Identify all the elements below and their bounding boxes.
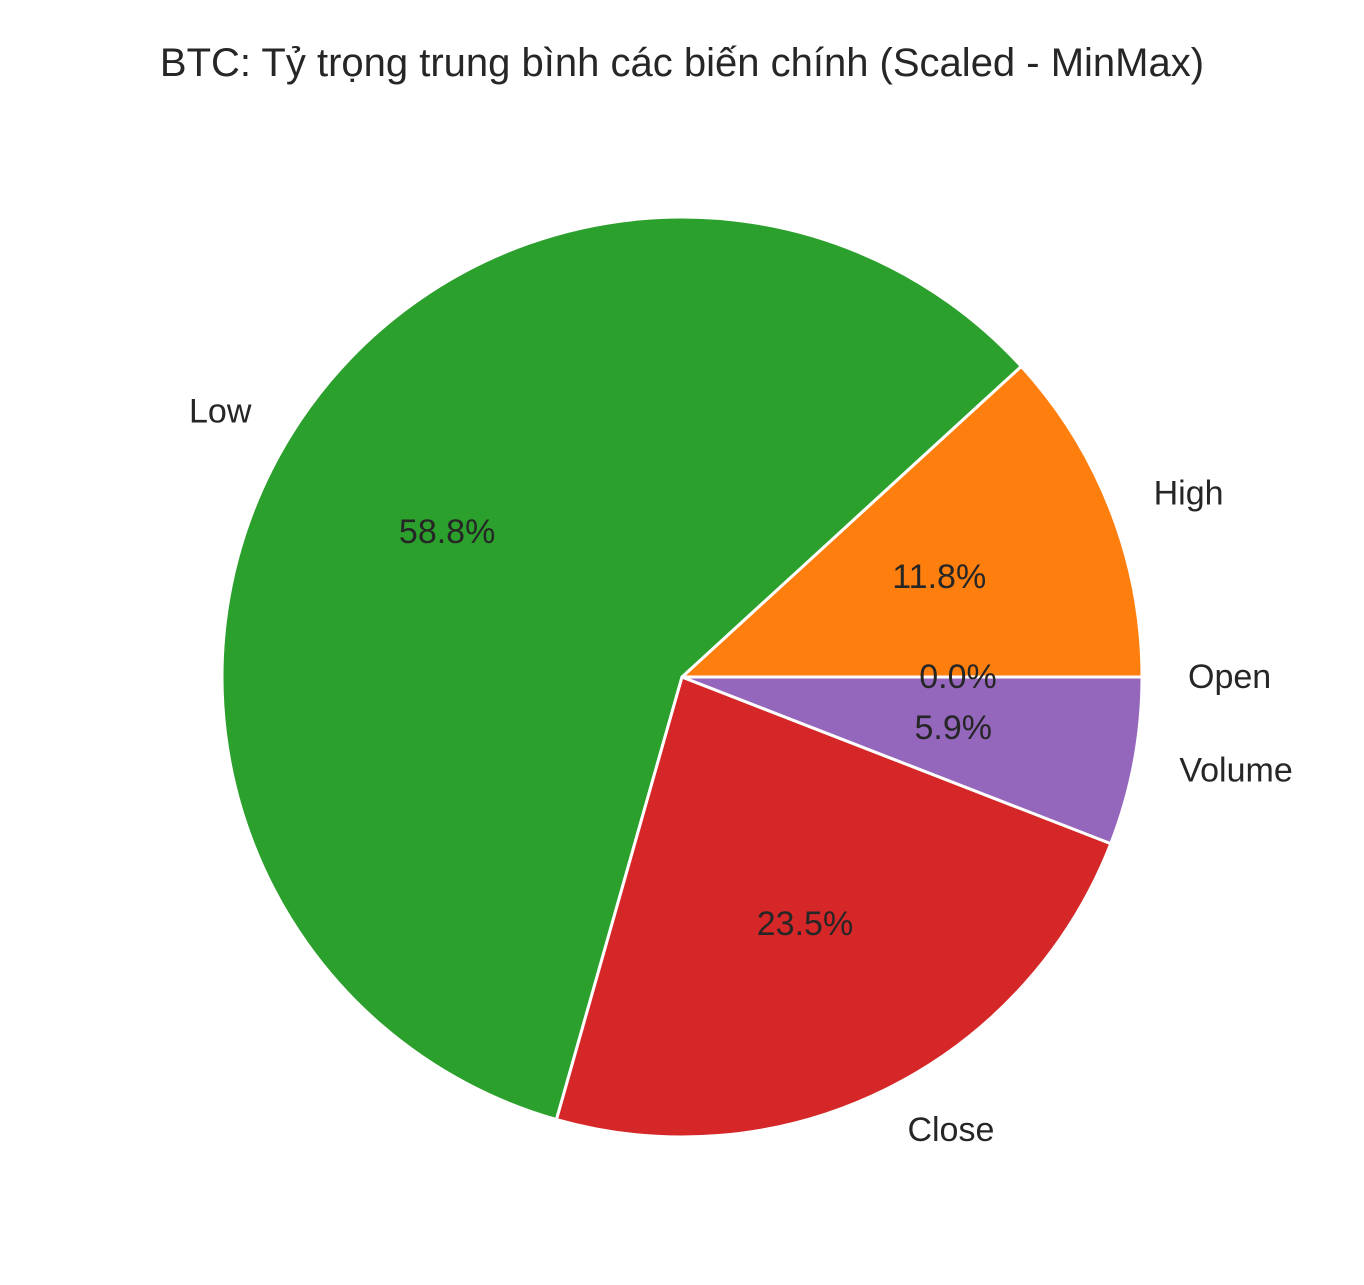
pct-label-volume: 5.9% (915, 709, 993, 747)
chart-title: BTC: Tỷ trọng trung bình các biến chính … (160, 41, 1204, 85)
pct-label-high: 11.8% (892, 558, 986, 596)
slice-label-low: Low (189, 392, 252, 430)
pct-label-open: 0.0% (919, 658, 997, 696)
slice-label-open: Open (1188, 658, 1271, 696)
pie-slice-high (680, 364, 1144, 679)
pie-slice-close (554, 675, 1113, 1139)
slice-label-close: Close (907, 1111, 994, 1149)
pie-slice-volume (680, 675, 1144, 846)
pct-label-close: 23.5% (757, 905, 853, 943)
slice-label-high: High (1154, 475, 1224, 513)
pct-label-low: 58.8% (399, 513, 495, 551)
pie-labels: Open 0.0% High 11.8% Low 58.8% Close 23.5% Volum… (189, 392, 1293, 1149)
pie-slices (220, 215, 1144, 1139)
pie-slice-low (220, 215, 1023, 1122)
slice-label-volume: Volume (1179, 751, 1292, 789)
